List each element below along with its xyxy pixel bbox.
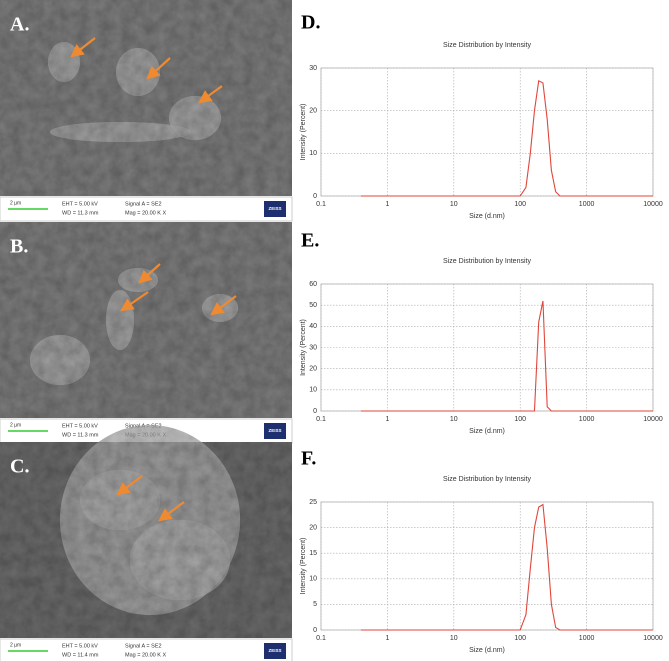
sem-arrow	[158, 501, 185, 522]
eht: EHT = 5.00 kV	[62, 643, 98, 649]
y-axis-label: Intensity (Percent)	[300, 319, 307, 376]
y-axis-label: Intensity (Percent)	[300, 538, 307, 595]
size-curve	[360, 503, 653, 631]
x-tick-label: 100	[514, 201, 526, 208]
chart-title: Size Distribution by Intensity	[443, 258, 531, 265]
mag: Mag = 20.00 K X	[125, 210, 166, 216]
signal: Signal A = SE2	[125, 643, 162, 649]
signal: Signal A = SE2	[125, 201, 162, 207]
scale-text: 2 µm	[10, 200, 21, 206]
sem-arrow	[120, 291, 149, 312]
plot-area	[320, 501, 654, 631]
y-tick-label: 0	[313, 627, 317, 634]
y-tick-label: 0	[313, 408, 317, 415]
x-axis-label: Size (d.nm)	[469, 213, 505, 220]
x-tick-label: 1	[385, 416, 389, 423]
y-tick-label: 10	[309, 150, 317, 157]
x-tick-label: 10	[450, 635, 458, 642]
panel-label: A.	[10, 14, 29, 36]
y-tick-label: 10	[309, 576, 317, 583]
y-tick-label: 30	[309, 65, 317, 72]
x-tick-label: 10000	[643, 635, 663, 642]
sem-feature	[30, 335, 90, 385]
panel-label: E.	[301, 230, 319, 252]
y-tick-label: 40	[309, 323, 317, 330]
wd: WD = 11.4 mm	[62, 652, 99, 658]
y-tick-label: 25	[309, 499, 317, 506]
chart-title: Size Distribution by Intensity	[443, 42, 531, 49]
scale-text: 2 µm	[10, 642, 21, 648]
sem-feature	[106, 290, 134, 350]
mag: Mag = 20.00 K X	[125, 652, 166, 658]
info-bar	[0, 196, 293, 222]
y-tick-label: 50	[309, 302, 317, 309]
wd: WD = 11.3 mm	[62, 210, 99, 216]
sem-arrow	[198, 85, 223, 104]
y-axis-label: Intensity (Percent)	[300, 104, 307, 161]
y-tick-label: 60	[309, 281, 317, 288]
sem-feature	[130, 520, 230, 600]
sem-arrow	[138, 263, 161, 284]
sem-feature	[50, 122, 190, 142]
sem-feature	[116, 48, 160, 96]
x-tick-label: 1	[385, 201, 389, 208]
sem-image	[0, 0, 292, 196]
sem-image	[0, 222, 292, 418]
x-tick-label: 10	[450, 201, 458, 208]
y-tick-label: 5	[313, 601, 317, 608]
logo-box	[264, 201, 286, 217]
y-tick-label: 0	[313, 193, 317, 200]
panel-label: F.	[301, 448, 316, 470]
x-tick-label: 0.1	[316, 635, 326, 642]
panel-label: C.	[10, 456, 29, 478]
logo: ZEISS	[268, 648, 281, 653]
eht: EHT = 5.00 kV	[62, 423, 98, 429]
x-tick-label: 1000	[579, 201, 595, 208]
sem-arrow	[70, 37, 96, 58]
scale-text: 2 µm	[10, 422, 21, 428]
x-axis-label: Size (d.nm)	[469, 647, 505, 654]
logo: ZEISS	[268, 206, 281, 211]
size-curve	[360, 79, 653, 197]
y-tick-label: 20	[309, 524, 317, 531]
x-tick-label: 100	[514, 416, 526, 423]
x-tick-label: 10000	[643, 201, 663, 208]
panel-label: B.	[10, 236, 28, 258]
sem-arrow	[116, 475, 143, 496]
panel-label: D.	[301, 12, 320, 34]
y-tick-label: 30	[309, 344, 317, 351]
y-tick-label: 15	[309, 550, 317, 557]
info-bar	[0, 638, 293, 661]
x-axis-label: Size (d.nm)	[469, 428, 505, 435]
sem-arrow	[146, 57, 171, 80]
chart-title: Size Distribution by Intensity	[443, 476, 531, 483]
eht: EHT = 5.00 kV	[62, 201, 98, 207]
logo: ZEISS	[268, 428, 281, 433]
x-tick-label: 1	[385, 635, 389, 642]
sem-feature	[80, 470, 160, 530]
x-tick-label: 1000	[579, 635, 595, 642]
x-tick-label: 10	[450, 416, 458, 423]
plot-area	[320, 67, 654, 197]
wd: WD = 11.3 mm	[62, 432, 99, 438]
sem-feature	[48, 42, 80, 82]
x-tick-label: 10000	[643, 416, 663, 423]
x-tick-label: 0.1	[316, 416, 326, 423]
size-curve	[360, 300, 653, 412]
y-tick-label: 20	[309, 366, 317, 373]
x-tick-label: 100	[514, 635, 526, 642]
y-tick-label: 10	[309, 387, 317, 394]
logo-box	[264, 643, 286, 659]
y-tick-label: 20	[309, 108, 317, 115]
x-tick-label: 1000	[579, 416, 595, 423]
logo-box	[264, 423, 286, 439]
sem-arrow	[210, 295, 237, 316]
x-tick-label: 0.1	[316, 201, 326, 208]
